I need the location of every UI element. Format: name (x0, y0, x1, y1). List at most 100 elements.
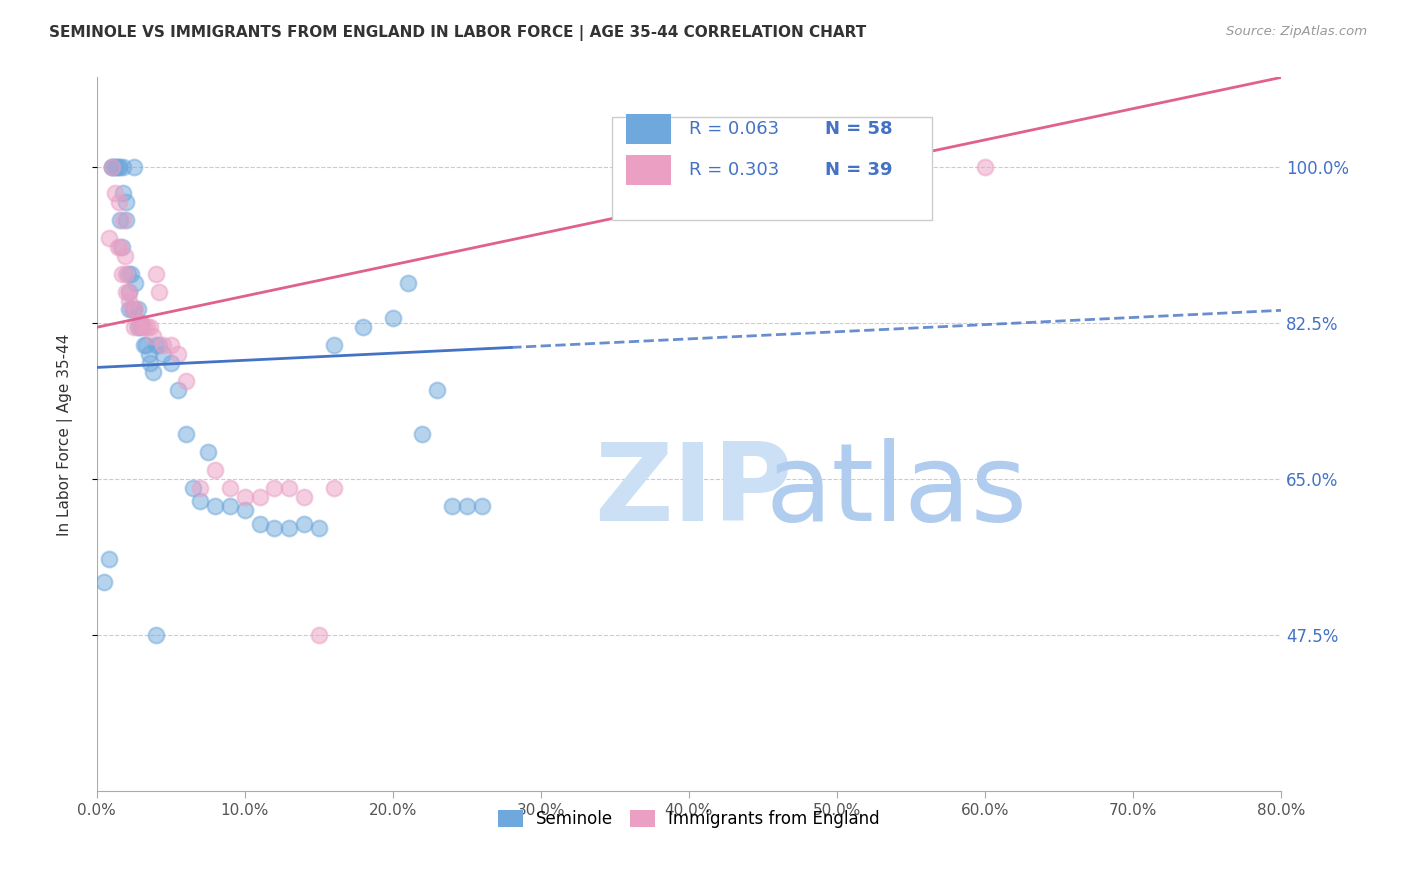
Point (118, 293, 141, 308)
Point (441, 499, 464, 513)
Text: R = 0.303: R = 0.303 (689, 161, 779, 178)
Point (127, 302, 149, 317)
Point (124, 302, 146, 317)
Point (136, 320, 159, 334)
Point (120, 267, 142, 281)
Point (122, 302, 145, 317)
Point (411, 427, 433, 442)
Point (112, 160, 135, 174)
Point (139, 320, 162, 334)
Point (159, 356, 181, 370)
Point (100, 160, 122, 174)
Point (134, 320, 156, 334)
Point (112, 186, 135, 201)
Point (129, 316, 152, 330)
Text: N = 39: N = 39 (825, 161, 893, 178)
Point (322, 338, 344, 352)
Point (121, 302, 143, 317)
Point (134, 338, 156, 352)
Point (117, 267, 139, 281)
Point (249, 490, 271, 504)
Point (103, 186, 125, 201)
Point (278, 481, 301, 495)
Point (190, 494, 212, 508)
Point (139, 356, 162, 370)
Point (111, 267, 134, 281)
Point (129, 320, 152, 334)
Point (100, 160, 122, 174)
Point (148, 338, 170, 352)
Point (142, 329, 165, 343)
Legend: Seminole, Immigrants from England: Seminole, Immigrants from England (491, 803, 887, 834)
Point (456, 499, 478, 513)
Point (93, 574, 115, 589)
Point (121, 302, 143, 317)
Point (115, 195, 138, 210)
Point (118, 302, 141, 317)
Point (308, 521, 330, 535)
Point (124, 276, 146, 290)
Text: atlas: atlas (766, 439, 1028, 544)
Point (181, 481, 204, 495)
Point (108, 160, 131, 174)
Point (142, 365, 165, 379)
Point (426, 383, 449, 397)
Point (167, 347, 190, 361)
Point (292, 516, 315, 531)
Point (471, 499, 494, 513)
Point (352, 320, 374, 334)
Point (107, 240, 129, 254)
Point (145, 267, 167, 281)
Point (278, 521, 301, 535)
Point (97, 552, 120, 566)
Text: SEMINOLE VS IMMIGRANTS FROM ENGLAND IN LABOR FORCE | AGE 35-44 CORRELATION CHART: SEMINOLE VS IMMIGRANTS FROM ENGLAND IN L… (49, 25, 866, 41)
Point (263, 521, 285, 535)
Text: ZIP: ZIP (595, 439, 793, 544)
Point (159, 338, 181, 352)
Point (190, 481, 212, 495)
Point (127, 320, 149, 334)
FancyBboxPatch shape (612, 117, 932, 220)
Point (381, 311, 404, 326)
Point (111, 240, 134, 254)
Bar (626, 114, 671, 144)
Point (118, 285, 141, 299)
Point (292, 490, 315, 504)
Point (233, 490, 256, 504)
Text: Source: ZipAtlas.com: Source: ZipAtlas.com (1226, 25, 1367, 38)
Point (396, 276, 419, 290)
Point (127, 320, 149, 334)
Point (204, 499, 226, 513)
Point (308, 628, 330, 642)
Point (110, 240, 132, 254)
Point (122, 160, 145, 174)
Point (129, 316, 152, 330)
Point (115, 285, 138, 299)
Point (138, 347, 160, 361)
Point (152, 338, 174, 352)
Point (204, 463, 226, 477)
Y-axis label: In Labor Force | Age 35-44: In Labor Force | Age 35-44 (58, 334, 73, 535)
Point (174, 374, 197, 388)
Point (148, 285, 170, 299)
Point (219, 499, 242, 513)
Point (108, 195, 131, 210)
Point (115, 267, 138, 281)
Point (167, 383, 190, 397)
Text: R = 0.063: R = 0.063 (689, 120, 779, 138)
Point (974, 160, 997, 174)
Point (105, 160, 128, 174)
Point (115, 213, 138, 227)
Point (108, 160, 131, 174)
Point (152, 347, 174, 361)
Point (145, 628, 167, 642)
Point (114, 249, 136, 263)
Point (263, 481, 285, 495)
Text: N = 58: N = 58 (825, 120, 893, 138)
Point (322, 481, 344, 495)
Point (122, 320, 145, 334)
Bar (626, 154, 671, 185)
Point (112, 213, 135, 227)
Point (110, 213, 132, 227)
Point (118, 285, 141, 299)
